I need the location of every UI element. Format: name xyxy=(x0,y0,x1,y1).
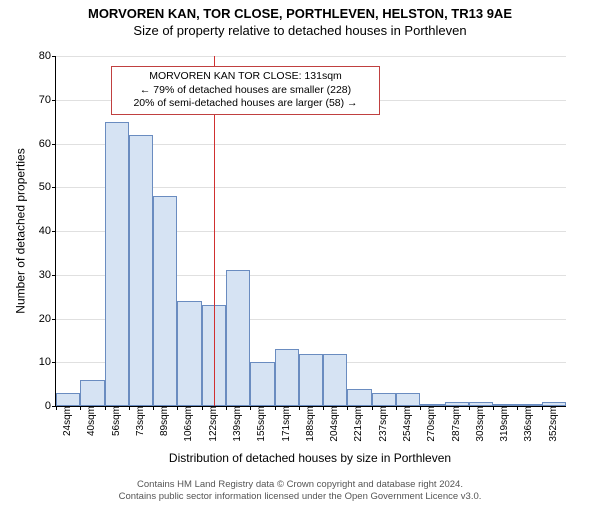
annotation-line3: 20% of semi-detached houses are larger (… xyxy=(118,97,373,111)
histogram-bar xyxy=(275,349,299,406)
xtick-mark xyxy=(517,406,518,410)
attribution-text: Contains HM Land Registry data © Crown c… xyxy=(0,479,600,502)
xtick-label: 73sqm xyxy=(133,406,146,436)
annotation-line1: MORVOREN KAN TOR CLOSE: 131sqm xyxy=(118,70,373,84)
xtick-label: 204sqm xyxy=(327,406,340,442)
xtick-label: 122sqm xyxy=(206,406,219,442)
attribution-line1: Contains HM Land Registry data © Crown c… xyxy=(0,479,600,490)
xtick-mark xyxy=(275,406,276,410)
xtick-mark xyxy=(299,406,300,410)
annotation-line2: ← 79% of detached houses are smaller (22… xyxy=(118,84,373,98)
histogram-bar xyxy=(129,135,153,406)
x-axis-label: Distribution of detached houses by size … xyxy=(55,451,565,465)
xtick-label: 254sqm xyxy=(400,406,413,442)
histogram-bar xyxy=(56,393,80,406)
xtick-mark xyxy=(153,406,154,410)
chart-title-description: Size of property relative to detached ho… xyxy=(0,23,600,38)
xtick-label: 319sqm xyxy=(497,406,510,442)
xtick-label: 56sqm xyxy=(109,406,122,436)
ytick-label: 0 xyxy=(45,400,56,412)
xtick-mark xyxy=(56,406,57,410)
histogram-bar xyxy=(226,270,250,406)
histogram-bar xyxy=(396,393,420,406)
xtick-label: 237sqm xyxy=(376,406,389,442)
xtick-mark xyxy=(347,406,348,410)
xtick-label: 139sqm xyxy=(230,406,243,442)
xtick-mark xyxy=(226,406,227,410)
xtick-label: 89sqm xyxy=(157,406,170,436)
histogram-bar xyxy=(177,301,201,406)
histogram-bar xyxy=(105,122,129,406)
ytick-label: 30 xyxy=(39,269,56,281)
xtick-label: 303sqm xyxy=(473,406,486,442)
ytick-label: 10 xyxy=(39,356,56,368)
xtick-label: 40sqm xyxy=(84,406,97,436)
histogram-bar xyxy=(347,389,371,407)
xtick-mark xyxy=(396,406,397,410)
ytick-label: 20 xyxy=(39,313,56,325)
xtick-mark xyxy=(250,406,251,410)
histogram-bar xyxy=(250,362,274,406)
xtick-label: 352sqm xyxy=(546,406,559,442)
y-axis-label-wrap: Number of detached properties xyxy=(14,56,28,406)
y-axis-label: Number of detached properties xyxy=(14,148,28,313)
chart-title-address: MORVOREN KAN, TOR CLOSE, PORTHLEVEN, HEL… xyxy=(0,6,600,21)
histogram-bar xyxy=(372,393,396,406)
xtick-mark xyxy=(129,406,130,410)
xtick-mark xyxy=(445,406,446,410)
xtick-mark xyxy=(323,406,324,410)
xtick-label: 171sqm xyxy=(279,406,292,442)
ytick-label: 40 xyxy=(39,225,56,237)
xtick-mark xyxy=(105,406,106,410)
ytick-label: 80 xyxy=(39,50,56,62)
xtick-label: 155sqm xyxy=(254,406,267,442)
gridline xyxy=(56,56,566,57)
xtick-label: 106sqm xyxy=(181,406,194,442)
annotation-box: MORVOREN KAN TOR CLOSE: 131sqm← 79% of d… xyxy=(111,66,380,115)
xtick-mark xyxy=(493,406,494,410)
xtick-mark xyxy=(469,406,470,410)
xtick-label: 221sqm xyxy=(351,406,364,442)
ytick-label: 60 xyxy=(39,138,56,150)
histogram-bar xyxy=(80,380,104,406)
ytick-label: 50 xyxy=(39,181,56,193)
histogram-bar xyxy=(153,196,177,406)
xtick-mark xyxy=(420,406,421,410)
xtick-mark xyxy=(177,406,178,410)
xtick-label: 336sqm xyxy=(521,406,534,442)
xtick-mark xyxy=(372,406,373,410)
xtick-mark xyxy=(542,406,543,410)
xtick-label: 188sqm xyxy=(303,406,316,442)
attribution-line2: Contains public sector information licen… xyxy=(0,491,600,502)
xtick-mark xyxy=(80,406,81,410)
histogram-plot: 0102030405060708024sqm40sqm56sqm73sqm89s… xyxy=(55,56,566,407)
ytick-label: 70 xyxy=(39,94,56,106)
xtick-label: 24sqm xyxy=(60,406,73,436)
xtick-mark xyxy=(202,406,203,410)
histogram-bar xyxy=(299,354,323,407)
xtick-label: 270sqm xyxy=(424,406,437,442)
xtick-label: 287sqm xyxy=(449,406,462,442)
histogram-bar xyxy=(323,354,347,407)
